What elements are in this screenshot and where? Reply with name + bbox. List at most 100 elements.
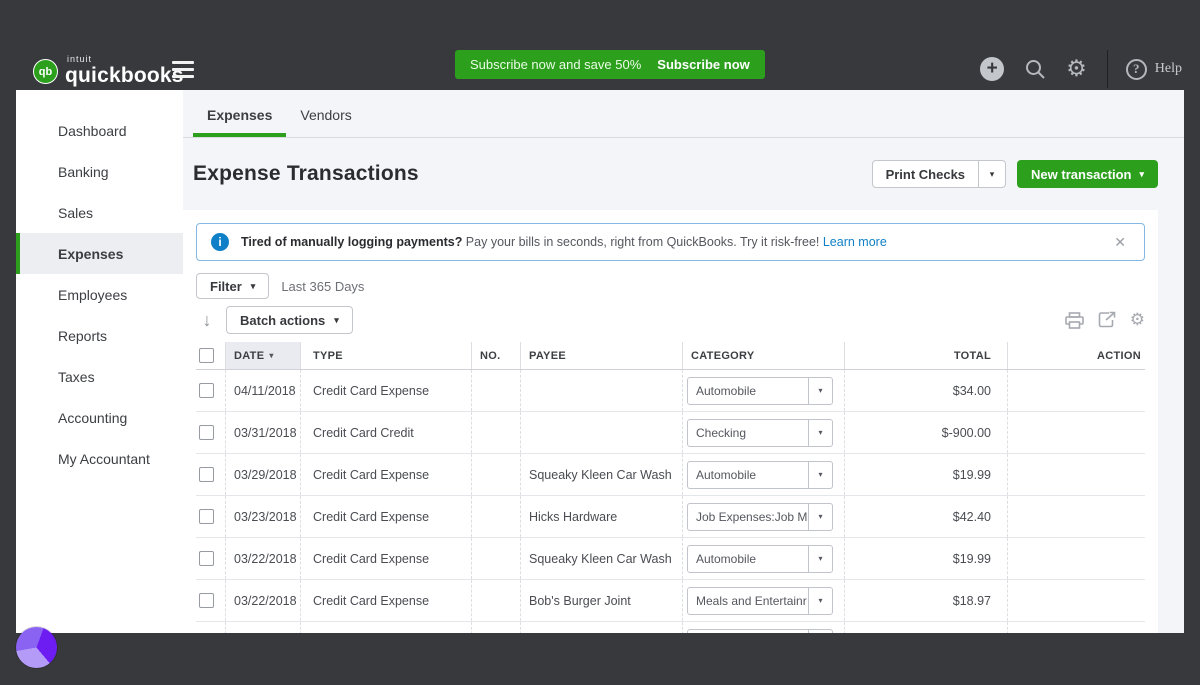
- topbar-divider: [1106, 50, 1108, 88]
- row-date: 03/23/2018: [226, 496, 301, 537]
- row-action: [1008, 580, 1145, 621]
- date-range-label: Last 365 Days: [281, 278, 365, 294]
- row-total: $19.99: [845, 538, 1008, 579]
- row-date: 03/22/2018: [226, 538, 301, 579]
- page-header: Expense Transactions Print Checks ▾ New …: [183, 138, 1184, 210]
- dropdown-arrow-icon[interactable]: ▾: [808, 461, 832, 488]
- new-transaction-label: New transaction: [1031, 166, 1132, 182]
- print-icon[interactable]: [1064, 311, 1084, 329]
- sidebar-nav: Dashboard Banking Sales Expenses Employe…: [16, 90, 183, 633]
- quickbooks-logo[interactable]: qb intuit quickbooks: [33, 55, 184, 86]
- sort-caret-icon: ▾: [269, 351, 274, 360]
- dropdown-arrow-icon[interactable]: ▾: [808, 503, 832, 530]
- table-row[interactable]: 03/31/2018 Credit Card Credit Checking ▾…: [196, 412, 1145, 454]
- tab-expenses[interactable]: Expenses: [193, 90, 287, 137]
- row-checkbox[interactable]: [199, 593, 214, 608]
- row-action: [1008, 538, 1145, 579]
- sidebar-item-my-accountant[interactable]: My Accountant: [58, 450, 150, 467]
- sort-direction-icon[interactable]: ↓: [202, 309, 212, 330]
- sidebar-item-expenses[interactable]: Expenses: [16, 233, 183, 274]
- create-plus-icon[interactable]: +: [980, 57, 1005, 81]
- dropdown-arrow-icon[interactable]: ▾: [808, 629, 832, 633]
- row-date: 03/22/2018: [226, 580, 301, 621]
- category-dropdown[interactable]: ▾: [687, 628, 833, 633]
- category-dropdown[interactable]: Automobile ▾: [687, 460, 833, 489]
- row-type: Credit Card Expense: [301, 454, 472, 495]
- settings-gear-icon[interactable]: ⚙: [1066, 56, 1087, 82]
- table-body: 04/11/2018 Credit Card Expense Automobil…: [196, 370, 1145, 633]
- info-icon: i: [211, 233, 229, 251]
- subscribe-now-button[interactable]: Subscribe now: [657, 57, 750, 72]
- batch-actions-label: Batch actions: [240, 312, 326, 328]
- topbar-icons: + ⚙ ? Help: [980, 48, 1182, 90]
- export-icon[interactable]: [1098, 311, 1116, 329]
- table-row[interactable]: 04/11/2018 Credit Card Expense Automobil…: [196, 370, 1145, 412]
- row-no: [472, 580, 521, 621]
- chevron-down-icon: ▾: [1139, 168, 1144, 179]
- print-checks-dropdown-arrow[interactable]: ▾: [978, 161, 1005, 187]
- help-question-icon[interactable]: ?: [1125, 58, 1147, 80]
- row-checkbox[interactable]: [199, 383, 214, 398]
- row-checkbox[interactable]: [199, 425, 214, 440]
- subscribe-text: Subscribe now and save 50%: [470, 57, 642, 72]
- header-payee[interactable]: PAYEE: [521, 342, 683, 369]
- header-date[interactable]: DATE ▾: [226, 342, 301, 369]
- category-dropdown[interactable]: Automobile ▾: [687, 376, 833, 405]
- row-type: Credit Card Expense: [301, 370, 472, 411]
- sidebar-item-accounting[interactable]: Accounting: [58, 409, 128, 426]
- row-action: [1008, 412, 1145, 453]
- table-row[interactable]: 03/22/2018 Credit Card Expense Squeaky K…: [196, 538, 1145, 580]
- row-type: Credit Card Expense: [301, 496, 472, 537]
- learn-more-link[interactable]: Learn more: [822, 235, 887, 249]
- hamburger-menu-icon[interactable]: [172, 61, 194, 78]
- row-checkbox[interactable]: [199, 551, 214, 566]
- row-date: 03/29/2018: [226, 454, 301, 495]
- row-checkbox[interactable]: [199, 509, 214, 524]
- table-row[interactable]: 03/23/2018 Credit Card Expense Hicks Har…: [196, 496, 1145, 538]
- chevron-down-icon: ▾: [334, 314, 339, 325]
- sidebar-item-employees[interactable]: Employees: [58, 286, 128, 303]
- category-dropdown[interactable]: Automobile ▾: [687, 544, 833, 573]
- filter-button[interactable]: Filter ▾: [196, 273, 270, 299]
- select-all-checkbox[interactable]: [199, 348, 214, 363]
- batch-actions-button[interactable]: Batch actions ▾: [226, 306, 353, 334]
- dropdown-arrow-icon[interactable]: ▾: [808, 545, 832, 572]
- sidebar-item-banking[interactable]: Banking: [58, 163, 109, 180]
- header-type[interactable]: TYPE: [301, 342, 472, 369]
- top-bar: qb intuit quickbooks Subscribe now and s…: [0, 0, 1200, 90]
- qb-logo-icon: qb: [33, 59, 58, 84]
- header-total[interactable]: TOTAL: [845, 342, 1008, 369]
- dropdown-arrow-icon[interactable]: ▾: [808, 419, 832, 446]
- print-checks-button[interactable]: Print Checks: [885, 166, 966, 182]
- category-dropdown[interactable]: Checking ▾: [687, 418, 833, 447]
- dropdown-arrow-icon[interactable]: ▾: [808, 587, 832, 614]
- row-checkbox[interactable]: [199, 467, 214, 482]
- table-row[interactable]: ▾: [196, 622, 1145, 633]
- table-settings-gear-icon[interactable]: ⚙: [1129, 310, 1145, 330]
- header-action: ACTION: [1097, 349, 1141, 362]
- sidebar-item-reports[interactable]: Reports: [58, 327, 108, 344]
- subscribe-banner[interactable]: Subscribe now and save 50% Subscribe now: [455, 50, 765, 79]
- category-dropdown[interactable]: Meals and Entertainr ▾: [687, 586, 833, 615]
- row-payee: Squeaky Kleen Car Wash: [521, 538, 683, 579]
- header-category[interactable]: CATEGORY: [683, 342, 845, 369]
- row-date: 04/11/2018: [226, 370, 301, 411]
- table-row[interactable]: 03/29/2018 Credit Card Expense Squeaky K…: [196, 454, 1145, 496]
- header-no[interactable]: NO.: [472, 342, 521, 369]
- sidebar-item-taxes[interactable]: Taxes: [58, 368, 95, 385]
- transactions-card: i Tired of manually logging payments? Pa…: [183, 210, 1158, 633]
- row-action: [1008, 496, 1145, 537]
- close-icon[interactable]: ✕: [1114, 233, 1126, 250]
- row-total: [845, 622, 1008, 633]
- category-dropdown[interactable]: Job Expenses:Job M ▾: [687, 502, 833, 531]
- new-transaction-button[interactable]: New transaction ▾: [1017, 160, 1158, 188]
- row-total: $-900.00: [845, 412, 1008, 453]
- info-banner-text: Tired of manually logging payments? Pay …: [241, 235, 887, 249]
- search-icon[interactable]: [1024, 58, 1046, 80]
- sidebar-item-dashboard[interactable]: Dashboard: [58, 122, 127, 139]
- tab-vendors[interactable]: Vendors: [300, 107, 352, 123]
- table-row[interactable]: 03/22/2018 Credit Card Expense Bob's Bur…: [196, 580, 1145, 622]
- dropdown-arrow-icon[interactable]: ▾: [808, 377, 832, 404]
- sidebar-item-sales[interactable]: Sales: [58, 204, 94, 221]
- help-label[interactable]: Help: [1154, 61, 1182, 76]
